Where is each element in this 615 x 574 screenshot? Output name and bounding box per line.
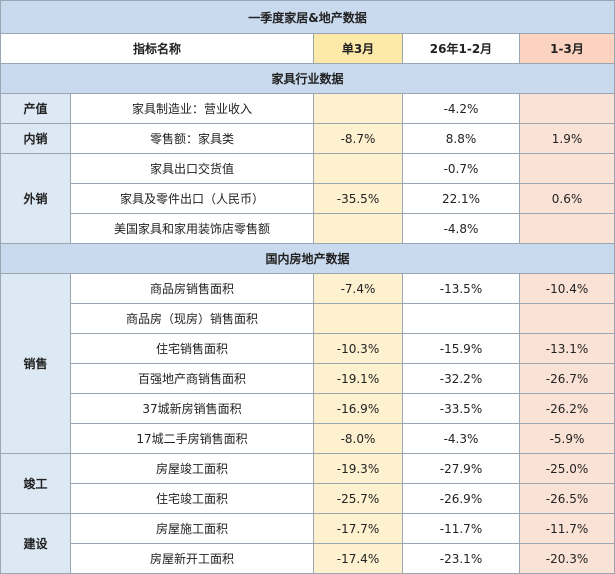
value-jan-feb: 22.1%: [402, 183, 520, 214]
value-jan-feb: [402, 303, 520, 334]
value-q1: -11.7%: [518, 513, 615, 544]
category-sales: 销售: [0, 273, 71, 454]
header-row: 指标名称 单3月 26年1-2月 1-3月: [0, 33, 615, 64]
value-q1: -20.3%: [518, 543, 615, 574]
value-q1: 0.6%: [518, 183, 615, 214]
value-jan-feb: -26.9%: [402, 483, 520, 514]
value-q1: -13.1%: [518, 333, 615, 364]
table-row: 17城二手房销售面积 -8.0% -4.3% -5.9%: [1, 423, 615, 454]
indicator-name: 家具及零件出口（人民币）: [70, 183, 314, 214]
category-completion: 竣工: [0, 453, 71, 514]
value-month3: [313, 93, 403, 124]
table-row: 百强地产商销售面积 -19.1% -32.2% -26.7%: [1, 363, 615, 394]
value-month3: -17.7%: [313, 513, 403, 544]
value-jan-feb: -0.7%: [402, 153, 520, 184]
table-row: 房屋新开工面积 -17.4% -23.1% -20.3%: [1, 543, 615, 574]
indicator-name: 家具制造业：营业收入: [70, 93, 314, 124]
value-q1: -26.5%: [518, 483, 615, 514]
value-jan-feb: -33.5%: [402, 393, 520, 424]
section-row-furniture: 家具行业数据: [0, 63, 615, 94]
table-row: 37城新房销售面积 -16.9% -33.5% -26.2%: [1, 393, 615, 424]
title-row: 一季度家居&地产数据: [0, 0, 615, 34]
indicator-name: 住宅竣工面积: [70, 483, 314, 514]
category-output: 产值: [0, 93, 71, 124]
value-month3: -16.9%: [313, 393, 403, 424]
header-q1: 1-3月: [518, 33, 615, 64]
table-row: 内销 零售额：家具类 -8.7% 8.8% 1.9%: [0, 123, 615, 154]
value-q1: -26.2%: [518, 393, 615, 424]
indicator-name: 17城二手房销售面积: [70, 423, 314, 454]
value-jan-feb: -15.9%: [402, 333, 520, 364]
table-row: 竣工 房屋竣工面积 -19.3% -27.9% -25.0%: [0, 453, 615, 514]
header-indicator: 指标名称: [0, 33, 314, 64]
value-jan-feb: 8.8%: [402, 123, 520, 154]
section-row-realestate: 国内房地产数据: [0, 243, 615, 274]
table-row: 家具及零件出口（人民币） -35.5% 22.1% 0.6%: [1, 183, 615, 214]
table-row: 产值 家具制造业：营业收入 -4.2%: [0, 93, 615, 124]
value-month3: -8.0%: [313, 423, 403, 454]
value-month3: -19.3%: [313, 453, 403, 484]
value-jan-feb: -11.7%: [402, 513, 520, 544]
indicator-name: 商品房销售面积: [70, 273, 314, 304]
indicator-name: 房屋施工面积: [70, 513, 314, 544]
value-q1: [518, 213, 615, 244]
value-q1: [518, 303, 615, 334]
table-row: 建设 房屋施工面积 -17.7% -11.7% -11.7%: [0, 513, 615, 574]
table-row: 美国家具和家用装饰店零售额 -4.8%: [1, 213, 615, 244]
table-row: 外销 家具出口交货值 -0.7%: [0, 153, 615, 244]
indicator-name: 百强地产商销售面积: [70, 363, 314, 394]
value-month3: [313, 213, 403, 244]
value-month3: -25.7%: [313, 483, 403, 514]
table-row: 住宅销售面积 -10.3% -15.9% -13.1%: [1, 333, 615, 364]
value-q1: -5.9%: [518, 423, 615, 454]
header-jan-feb: 26年1-2月: [402, 33, 520, 64]
value-jan-feb: -4.8%: [402, 213, 520, 244]
header-month3: 单3月: [313, 33, 403, 64]
indicator-name: 美国家具和家用装饰店零售额: [70, 213, 314, 244]
indicator-name: 零售额：家具类: [70, 123, 314, 154]
table-title: 一季度家居&地产数据: [0, 0, 615, 34]
indicator-name: 房屋新开工面积: [70, 543, 314, 574]
value-month3: -19.1%: [313, 363, 403, 394]
category-domestic: 内销: [0, 123, 71, 154]
table-row: 销售 商品房销售面积 -7.4% -13.5% -10.4%: [0, 273, 615, 454]
value-month3: -17.4%: [313, 543, 403, 574]
value-jan-feb: -27.9%: [402, 453, 520, 484]
value-month3: -35.5%: [313, 183, 403, 214]
value-q1: 1.9%: [518, 123, 615, 154]
section-title-realestate: 国内房地产数据: [0, 243, 615, 274]
value-q1: [518, 93, 615, 124]
value-jan-feb: -4.3%: [402, 423, 520, 454]
category-export: 外销: [0, 153, 71, 244]
value-q1: -25.0%: [518, 453, 615, 484]
table-row: 商品房（现房）销售面积: [1, 303, 615, 334]
value-jan-feb: -4.2%: [402, 93, 520, 124]
value-month3: -8.7%: [313, 123, 403, 154]
value-q1: [518, 153, 615, 184]
value-month3: -10.3%: [313, 333, 403, 364]
indicator-name: 37城新房销售面积: [70, 393, 314, 424]
category-construction: 建设: [0, 513, 71, 574]
indicator-name: 商品房（现房）销售面积: [70, 303, 314, 334]
value-q1: -10.4%: [518, 273, 615, 304]
value-month3: -7.4%: [313, 273, 403, 304]
value-jan-feb: -32.2%: [402, 363, 520, 394]
value-q1: -26.7%: [518, 363, 615, 394]
indicator-name: 住宅销售面积: [70, 333, 314, 364]
value-month3: [313, 153, 403, 184]
value-jan-feb: -13.5%: [402, 273, 520, 304]
value-jan-feb: -23.1%: [402, 543, 520, 574]
indicator-name: 房屋竣工面积: [70, 453, 314, 484]
value-month3: [313, 303, 403, 334]
table-row: 住宅竣工面积 -25.7% -26.9% -26.5%: [1, 483, 615, 514]
indicator-name: 家具出口交货值: [70, 153, 314, 184]
section-title-furniture: 家具行业数据: [0, 63, 615, 94]
